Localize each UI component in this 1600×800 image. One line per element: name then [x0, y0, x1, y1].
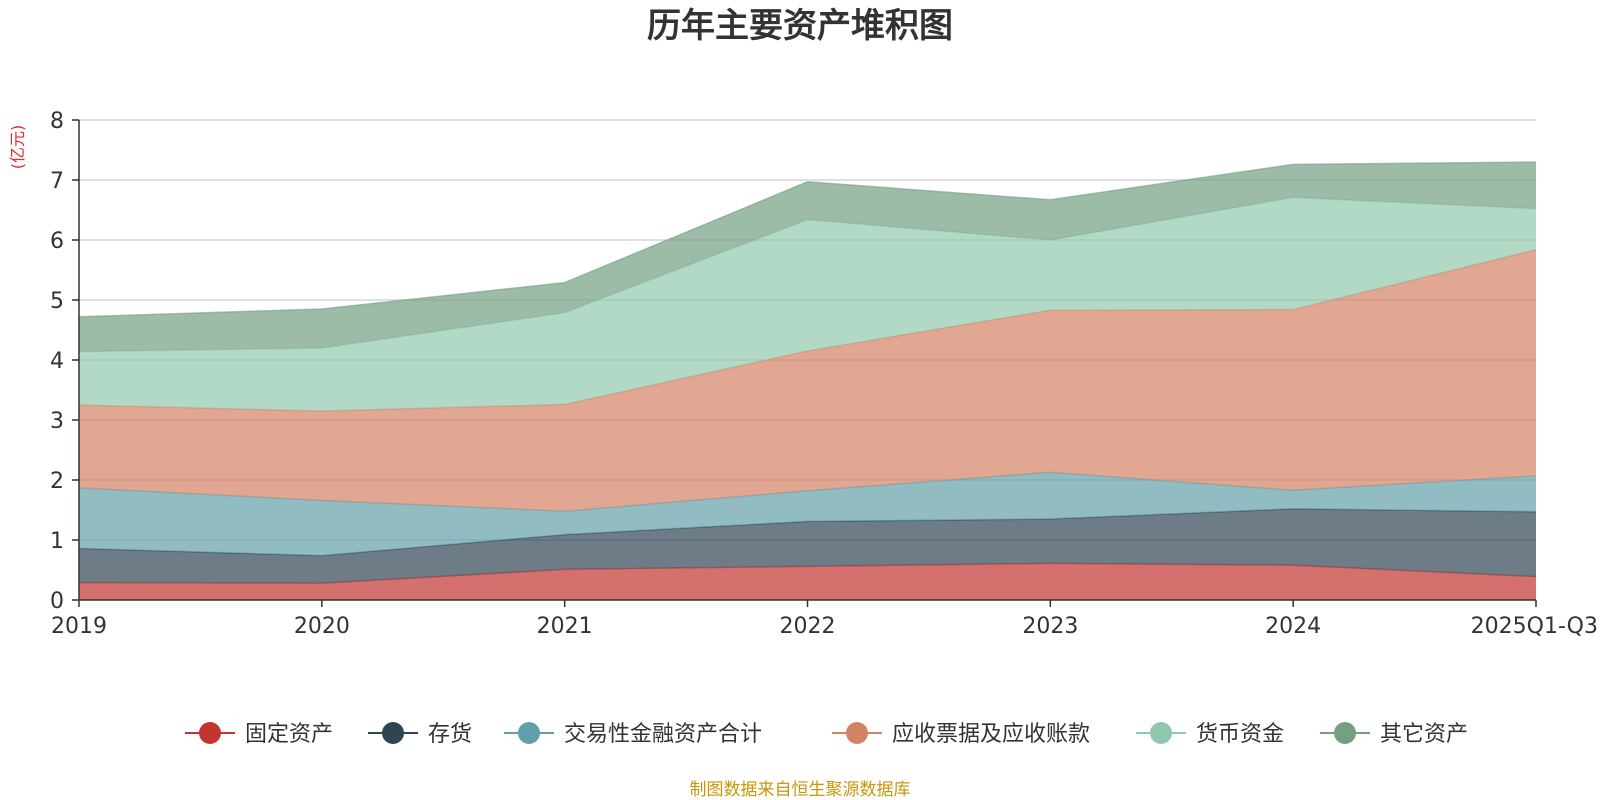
data-source-note: 制图数据来自恒生聚源数据库 [690, 780, 911, 800]
y-tick-label: 0 [50, 589, 64, 614]
legend-label-3: 交易性金融资产合计 [564, 722, 762, 747]
x-tick-label: 2021 [537, 614, 593, 639]
legend-label-5: 货币资金 [1196, 722, 1284, 747]
y-tick-label: 8 [50, 109, 64, 134]
chart-title: 历年主要资产堆积图 [647, 6, 953, 46]
area-series-1 [79, 563, 1536, 600]
legend-label-2: 存货 [428, 722, 472, 747]
axes: 0 1 2 3 4 5 6 7 8 2019 2020 2021 2022 2023 2024 2025Q1-… [50, 109, 1598, 639]
area-series [78, 161, 1537, 600]
x-tick-label: 2019 [51, 614, 107, 639]
legend-marker-1 [199, 722, 221, 744]
legend-marker-3 [518, 722, 540, 744]
legend: 固定资产 存货 交易性金融资产合计 应收票据及应收账款 货币资金 其它资产 [185, 722, 1468, 747]
area-series-3 [79, 472, 1536, 556]
legend-marker-5 [1150, 722, 1172, 744]
x-tick-label: 2024 [1265, 614, 1321, 639]
legend-label-4: 应收票据及应收账款 [892, 722, 1090, 747]
legend-label-1: 固定资产 [245, 722, 333, 747]
area-series-4 [79, 249, 1536, 512]
area-series-2 [79, 508, 1536, 584]
area-series-6 [79, 162, 1536, 352]
x-tick-label: 2025Q1-Q3 [1471, 614, 1598, 639]
y-tick-label: 7 [50, 169, 64, 194]
y-tick-label: 3 [50, 409, 64, 434]
legend-marker-2 [382, 722, 404, 744]
legend-marker-4 [846, 722, 868, 744]
y-tick-label: 2 [50, 469, 64, 494]
x-tick-label: 2020 [294, 614, 350, 639]
y-axis-unit: (亿元) [8, 125, 27, 170]
y-tick-label: 1 [50, 529, 64, 554]
x-tick-label: 2022 [780, 614, 836, 639]
legend-label-6: 其它资产 [1380, 722, 1468, 747]
area-series-5 [79, 197, 1536, 411]
y-tick-label: 5 [50, 289, 64, 314]
area-series-line-6 [78, 161, 1537, 318]
y-tick-label: 6 [50, 229, 64, 254]
y-tick-label: 4 [50, 349, 64, 374]
x-tick-label: 2023 [1022, 614, 1078, 639]
legend-marker-6 [1334, 722, 1356, 744]
